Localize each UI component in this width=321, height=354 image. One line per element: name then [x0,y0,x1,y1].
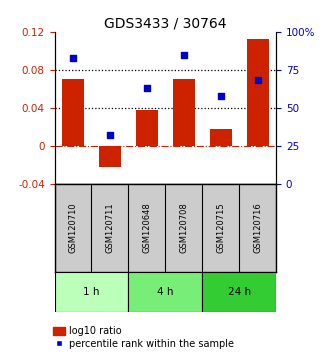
Point [71,55,76,61]
Text: GSM120708: GSM120708 [179,202,188,253]
Bar [173,79,195,146]
Bar [136,110,158,146]
Bar [99,146,121,167]
Bar [202,272,276,312]
Text: GSM120716: GSM120716 [253,202,262,253]
Text: 1 h: 1 h [83,286,100,297]
Legend: log10 ratio, percentile rank within the sample: log10 ratio, percentile rank within the … [53,326,234,349]
Bar [62,79,84,146]
Point [255,78,260,83]
Point [107,132,112,138]
Text: 24 h: 24 h [228,286,251,297]
Text: GSM120710: GSM120710 [68,202,78,253]
Text: GSM120711: GSM120711 [105,202,115,253]
Text: GSM120648: GSM120648 [142,202,152,253]
Text: 4 h: 4 h [157,286,174,297]
Bar [210,129,232,146]
Title: GDS3433 / 30764: GDS3433 / 30764 [104,17,227,31]
Text: GSM120715: GSM120715 [216,202,225,253]
Point [181,52,186,57]
Point [144,85,150,91]
Bar [247,39,269,146]
Bar [55,272,128,312]
Point [218,93,223,98]
Bar [128,272,202,312]
